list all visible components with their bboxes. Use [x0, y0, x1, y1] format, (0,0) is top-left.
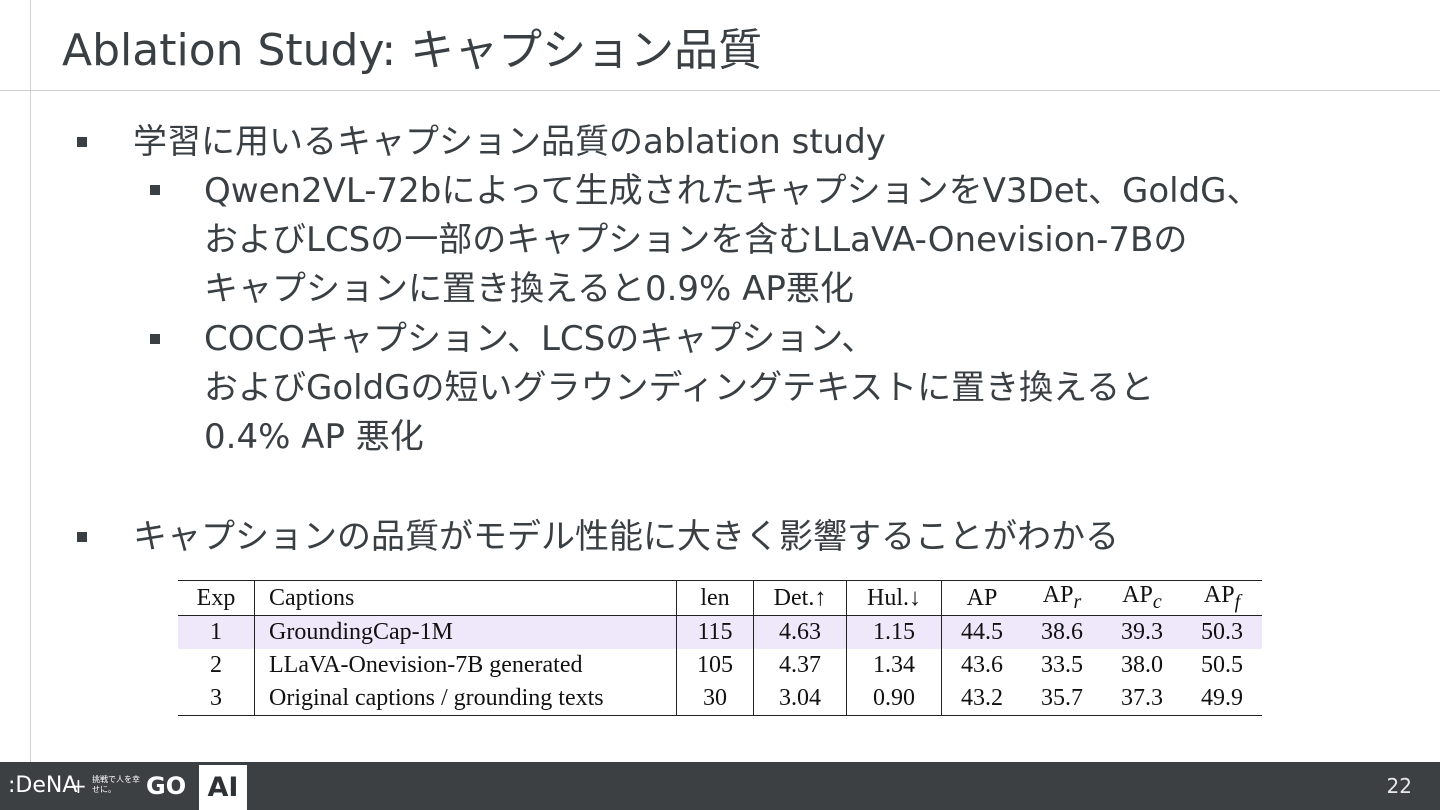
header-ap-r: APr: [1022, 580, 1102, 616]
sub-bullet-line: およびLCSの一部のキャプションを含むLLaVA-Onevision-7Bの: [204, 220, 1188, 260]
bullet-text: 学習に用いるキャプション品質のablation study: [133, 122, 886, 162]
cell-ap: 43.6: [961, 652, 1003, 678]
header-ap: AP: [941, 580, 1022, 616]
cell-ap: 43.2: [941, 682, 1022, 716]
cell-len: 30: [676, 682, 754, 716]
cell-ap-r: 38.6: [1022, 615, 1102, 649]
cell-hul: 1.34: [846, 649, 942, 682]
header-len: len: [676, 580, 754, 616]
ai-badge: AI: [199, 765, 247, 810]
sub-bullet-line: およびGoldGの短いグラウンディングテキストに置き換えると: [204, 368, 1155, 408]
slide-title: Ablation Study: キャプション品質: [62, 25, 763, 76]
sub-bullet-line: Qwen2VL-72bによって生成されたキャプションをV3Det、GoldG、: [204, 171, 1261, 211]
header-ap-c: APc: [1102, 580, 1182, 616]
table-row: 3 Original captions / grounding texts 30…: [178, 682, 1262, 716]
sub-bullet-marker: [150, 185, 160, 195]
cell-hul: 0.90: [846, 682, 942, 716]
cell-exp: 2: [178, 649, 255, 682]
table-row: 2 LLaVA-Onevision-7B generated 105 4.37 …: [178, 649, 1262, 682]
cell-hul: 1.15: [846, 615, 942, 649]
go-tagline: 挑戦で人を幸せに。: [92, 775, 140, 794]
cell-det: 4.37: [753, 649, 847, 682]
sub-bullet-line: COCOキャプション、LCSのキャプション、: [204, 319, 876, 359]
cell-len: 105: [676, 649, 754, 682]
header-hul: Hul.↓: [846, 580, 942, 616]
cell-ap-r: 33.5: [1041, 652, 1083, 678]
logo-plus: +: [70, 774, 87, 798]
header-captions: Captions: [254, 580, 677, 616]
cell-exp: 1: [178, 615, 255, 649]
cell-captions: GroundingCap-1M: [254, 615, 677, 649]
bullet-text: キャプションの品質がモデル性能に大きく影響することがわかる: [133, 517, 1119, 557]
cell-exp: 3: [178, 682, 255, 716]
bullet-marker: [77, 137, 87, 147]
cell-ap: 44.5: [941, 615, 1022, 649]
sub-bullet-marker: [150, 334, 160, 344]
table-header-row: Exp Captions len Det.↑ Hul.↓ AP APr APc …: [178, 580, 1262, 616]
cell-captions: LLaVA-Onevision-7B generated: [254, 649, 677, 682]
header-det: Det.↑: [753, 580, 847, 616]
sub-bullet-line: キャプションに置き換えると0.9% AP悪化: [204, 269, 854, 309]
cell-len: 115: [676, 615, 754, 649]
cell-ap-f: 49.9: [1182, 682, 1262, 716]
cell-det: 3.04: [753, 682, 847, 716]
table-row: 1 GroundingCap-1M 115 4.63 1.15 44.5 38.…: [178, 615, 1262, 649]
cell-ap-f: 50.5: [1201, 652, 1243, 678]
header-ap-f: APf: [1182, 580, 1262, 616]
bullet-marker: [77, 532, 87, 542]
cell-ap-c: 38.0: [1121, 652, 1163, 678]
dena-logo: :DeNA: [8, 773, 78, 798]
cell-captions: Original captions / grounding texts: [254, 682, 677, 716]
go-logo: GO: [146, 772, 187, 800]
ablation-table: Exp Captions len Det.↑ Hul.↓ AP APr APc …: [178, 580, 1262, 716]
left-rule: [30, 0, 31, 762]
cell-ap-c: 39.3: [1102, 615, 1182, 649]
sub-bullet-line: 0.4% AP 悪化: [204, 417, 424, 457]
page-number: 22: [1386, 774, 1412, 798]
title-rule: [0, 90, 1440, 91]
header-exp: Exp: [178, 580, 255, 616]
cell-det: 4.63: [753, 615, 847, 649]
cell-ap-f: 50.3: [1182, 615, 1262, 649]
cell-ap-c: 37.3: [1102, 682, 1182, 716]
cell-ap-r: 35.7: [1022, 682, 1102, 716]
